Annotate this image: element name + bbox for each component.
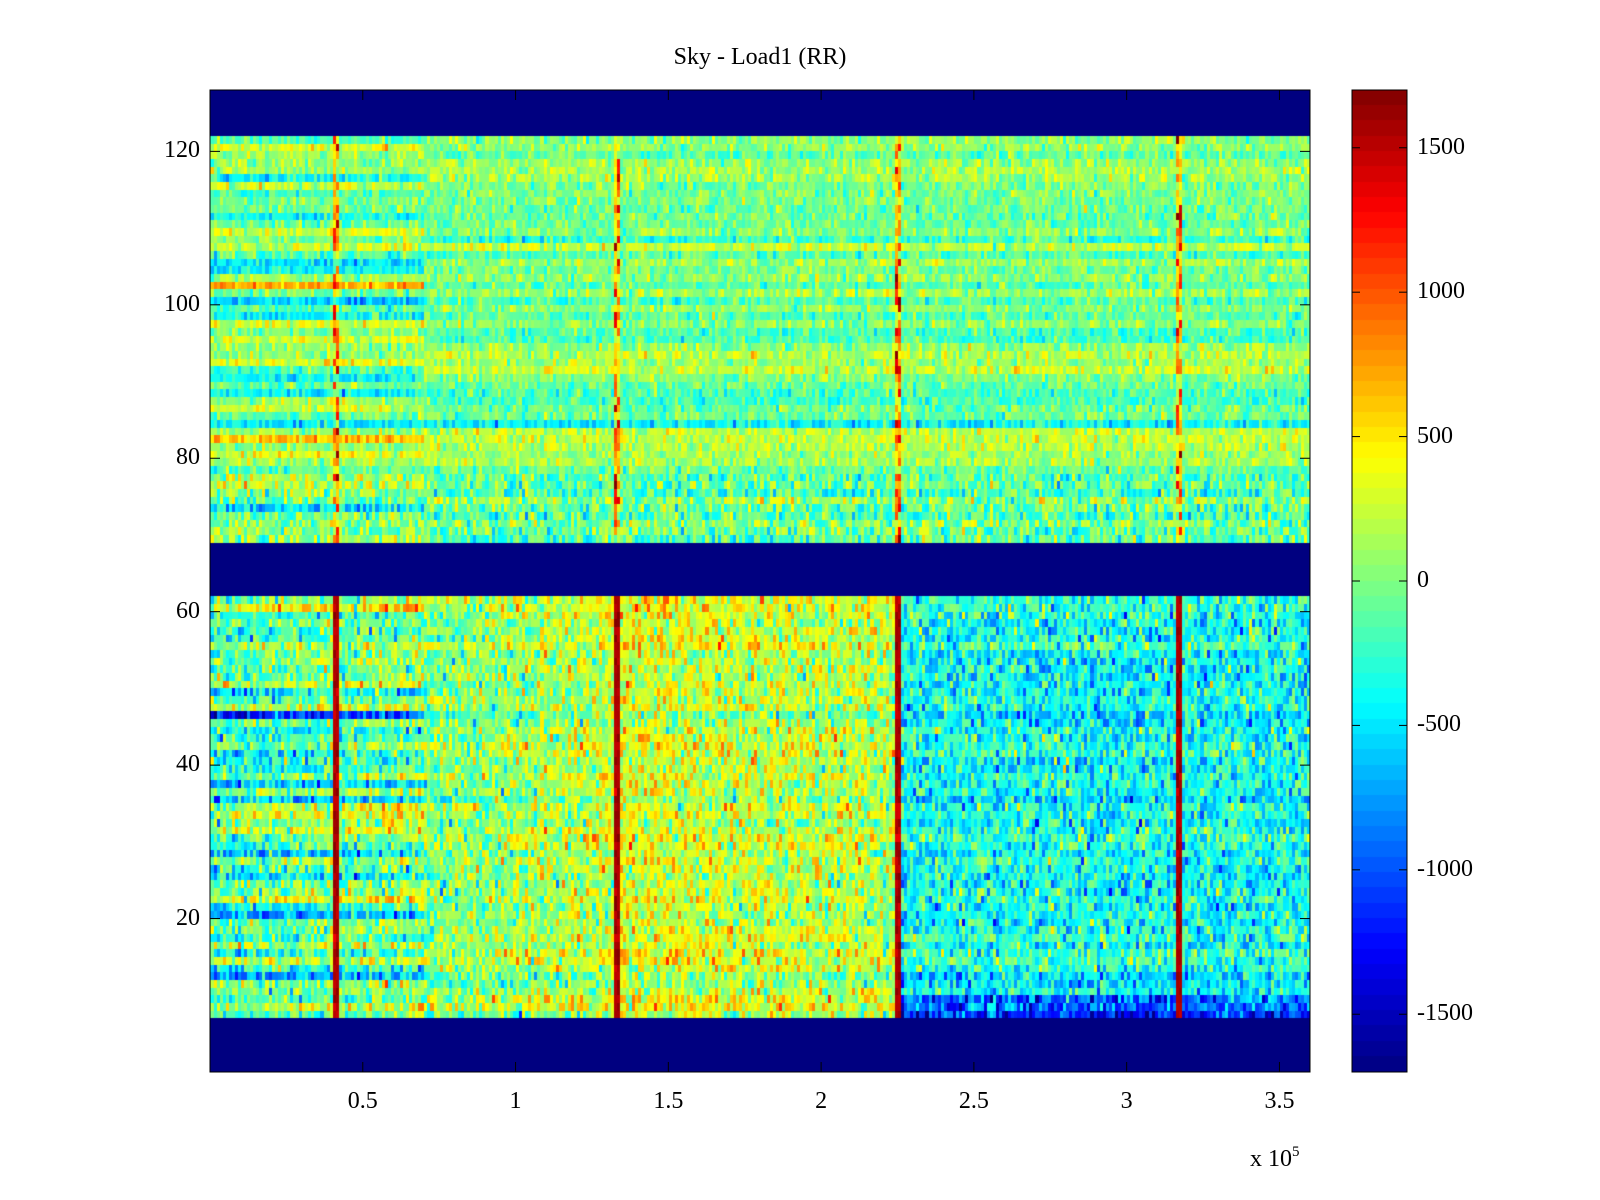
y-tick-label: 80 bbox=[176, 444, 200, 471]
x-exponent-power: 5 bbox=[1292, 1144, 1300, 1160]
heatmap-image bbox=[210, 90, 1310, 1072]
chart-title: Sky - Load1 (RR) bbox=[673, 44, 847, 70]
plot-frame bbox=[209, 89, 1311, 1073]
x-tick-label: 2.5 bbox=[958, 1088, 989, 1114]
x-tick-label: 1.5 bbox=[653, 1088, 684, 1114]
colorbar-tick-label: 1000 bbox=[1417, 278, 1465, 305]
x-tick-label: 2 bbox=[815, 1088, 828, 1114]
colorbar-tick-label: 1500 bbox=[1417, 133, 1465, 160]
colorbar-image bbox=[1352, 90, 1407, 1072]
x-tick-label: 0.5 bbox=[347, 1088, 378, 1114]
colorbar-tick-label: -1000 bbox=[1417, 855, 1473, 882]
colorbar-tick-label: -1500 bbox=[1417, 1000, 1473, 1027]
x-tick-label: 3.5 bbox=[1264, 1088, 1295, 1114]
colorbar-tick-label: -500 bbox=[1417, 711, 1461, 738]
y-tick-label: 20 bbox=[176, 904, 200, 931]
colorbar-tick-label: 500 bbox=[1417, 422, 1453, 449]
colorbar-tick-label: 0 bbox=[1417, 567, 1429, 593]
x-tick-label: 3 bbox=[1120, 1088, 1133, 1114]
colorbar-frame bbox=[1351, 89, 1408, 1073]
y-tick-label: 120 bbox=[164, 137, 200, 164]
x-exponent-base: x 10 bbox=[1250, 1146, 1292, 1172]
y-tick-label: 100 bbox=[164, 290, 200, 317]
x-axis-exponent: x 105 bbox=[1250, 1144, 1300, 1173]
y-tick-label: 60 bbox=[176, 597, 200, 624]
x-tick-label: 1 bbox=[509, 1088, 522, 1114]
y-tick-label: 40 bbox=[176, 751, 200, 778]
